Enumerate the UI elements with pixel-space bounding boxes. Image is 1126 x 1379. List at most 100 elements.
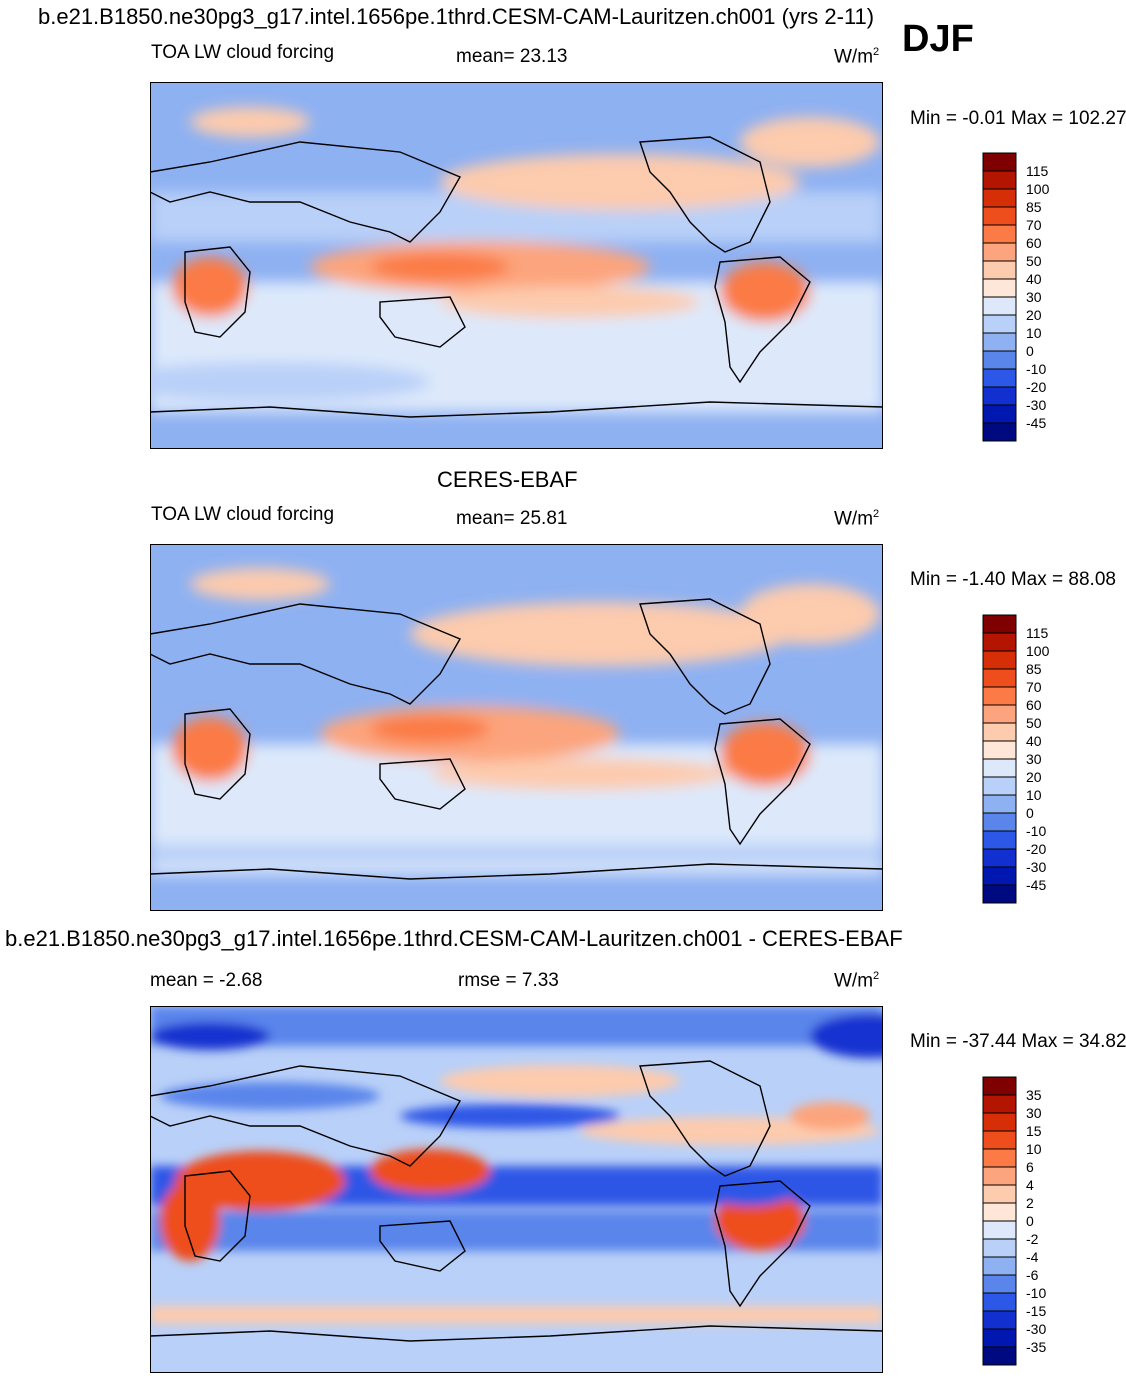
colorbar-tick-label: 40 — [1026, 271, 1042, 287]
colorbar-swatch — [982, 866, 1017, 886]
panel-2-variable-label: TOA LW cloud forcing — [151, 504, 335, 525]
colorbar-tick-label: 0 — [1026, 805, 1034, 821]
colorbar-swatch — [982, 1130, 1017, 1150]
panel-3-units: W/m2 — [834, 970, 880, 992]
colorbar-tick-label: -10 — [1026, 1285, 1046, 1301]
colorbar-tick-label: -4 — [1026, 1249, 1039, 1265]
colorbar-swatch — [982, 758, 1017, 778]
colorbar-tick-label: 2 — [1026, 1195, 1034, 1211]
colorbar-tick-label: 30 — [1026, 751, 1042, 767]
colorbar-swatch — [982, 188, 1017, 208]
colorbar-swatch — [982, 278, 1017, 298]
colorbar-swatch — [982, 722, 1017, 742]
colorbar-tick-label: 60 — [1026, 697, 1042, 713]
map-frame — [150, 82, 883, 449]
panel-2-units: W/m2 — [834, 508, 880, 530]
coastlines — [150, 1060, 883, 1342]
colorbar-tick-label: 0 — [1026, 343, 1034, 359]
colorbar-tick-label: 100 — [1026, 643, 1050, 659]
colorbar-swatch — [982, 152, 1017, 172]
panel-1-mean-label: mean= 23.13 — [456, 46, 568, 67]
colorbar-tick-label: -35 — [1026, 1339, 1046, 1355]
colorbar-swatch — [982, 884, 1017, 904]
colorbar-swatch — [982, 296, 1017, 316]
panel-2-mean-label: mean= 25.81 — [456, 508, 568, 529]
colorbar-tick-label: -30 — [1026, 397, 1046, 413]
colorbar-tick-label: 35 — [1026, 1087, 1042, 1103]
colorbar-swatch — [982, 812, 1017, 832]
colorbar-tick-label: -15 — [1026, 1303, 1046, 1319]
colorbar-tick-label: 10 — [1026, 325, 1042, 341]
colorbar-swatch — [982, 1238, 1017, 1258]
colorbar-tick-label: -20 — [1026, 379, 1046, 395]
panel-2-map — [150, 544, 883, 911]
colorbar-tick-label: 20 — [1026, 307, 1042, 323]
colorbar-tick-label: 85 — [1026, 199, 1042, 215]
panel-1-units: W/m2 — [834, 46, 880, 68]
colorbar-swatch — [982, 368, 1017, 388]
panel-2-minmax: Min = -1.40 Max = 88.08 — [910, 569, 1116, 590]
colorbar-swatch — [982, 170, 1017, 190]
colorbar-swatch — [982, 206, 1017, 226]
colorbar-swatch — [982, 242, 1017, 262]
panel-3-mean-label: mean = -2.68 — [150, 970, 263, 991]
panel-3-map — [150, 1006, 883, 1373]
colorbar-swatch — [982, 1148, 1017, 1168]
colorbar-tick-label: -10 — [1026, 361, 1046, 377]
colorbar-tick-label: 15 — [1026, 1123, 1042, 1139]
colorbar-swatch — [982, 776, 1017, 796]
colorbar-tick-label: -30 — [1026, 1321, 1046, 1337]
forcing-field — [150, 107, 883, 449]
colorbar-swatch — [982, 848, 1017, 868]
colorbar-tick-label: 115 — [1026, 163, 1049, 179]
colorbar-swatch — [982, 260, 1017, 280]
panel-1-variable-label: TOA LW cloud forcing — [151, 42, 335, 63]
map-frame — [150, 1006, 883, 1373]
colorbar-swatch — [982, 794, 1017, 814]
colorbar-swatch — [982, 650, 1017, 670]
colorbar-tick-label: 115 — [1026, 625, 1049, 641]
colorbar-swatch — [982, 314, 1017, 334]
colorbar-swatch — [982, 632, 1017, 652]
colorbar-swatch — [982, 386, 1017, 406]
colorbar-swatch — [982, 1166, 1017, 1186]
colorbar-tick-label: -10 — [1026, 823, 1046, 839]
colorbar-swatch — [982, 1328, 1017, 1348]
colorbar-swatch — [982, 686, 1017, 706]
colorbar-swatch — [982, 1184, 1017, 1204]
panel-1-map — [150, 82, 883, 449]
figure-title: b.e21.B1850.ne30pg3_g17.intel.1656pe.1th… — [38, 4, 875, 29]
colorbar-swatch — [982, 740, 1017, 760]
colorbar-tick-label: 10 — [1026, 787, 1042, 803]
colorbar-tick-label: 70 — [1026, 679, 1042, 695]
season-label: DJF — [902, 18, 974, 60]
colorbar-tick-label: 100 — [1026, 181, 1050, 197]
colorbar-swatch — [982, 1076, 1017, 1096]
colorbar-tick-label: -30 — [1026, 859, 1046, 875]
colorbar-swatch — [982, 668, 1017, 688]
colorbar-tick-label: 50 — [1026, 253, 1042, 269]
colorbar-tick-label: 0 — [1026, 1213, 1034, 1229]
colorbar-swatch — [982, 332, 1017, 352]
colorbar-tick-label: 70 — [1026, 217, 1042, 233]
map-frame — [150, 544, 883, 911]
colorbar-tick-label: 50 — [1026, 715, 1042, 731]
panel-3-title: b.e21.B1850.ne30pg3_g17.intel.1656pe.1th… — [5, 926, 903, 951]
colorbar-tick-label: 30 — [1026, 289, 1042, 305]
colorbar-swatch — [982, 1346, 1017, 1366]
panel-1-minmax: Min = -0.01 Max = 102.27 — [910, 108, 1126, 129]
colorbar-swatch — [982, 1310, 1017, 1330]
panel-3-rmse-label: rmse = 7.33 — [458, 970, 559, 991]
colorbar-tick-label: -20 — [1026, 841, 1046, 857]
panel-3-minmax: Min = -37.44 Max = 34.82 — [910, 1031, 1126, 1052]
coastlines — [150, 136, 883, 418]
colorbar-tick-label: -6 — [1026, 1267, 1039, 1283]
colorbar-swatch — [982, 1094, 1017, 1114]
colorbar-tick-label: 6 — [1026, 1159, 1034, 1175]
colorbar-tick-label: 60 — [1026, 235, 1042, 251]
colorbar-swatch — [982, 422, 1017, 442]
coastlines — [150, 598, 883, 880]
panel-2-title: CERES-EBAF — [437, 467, 578, 492]
